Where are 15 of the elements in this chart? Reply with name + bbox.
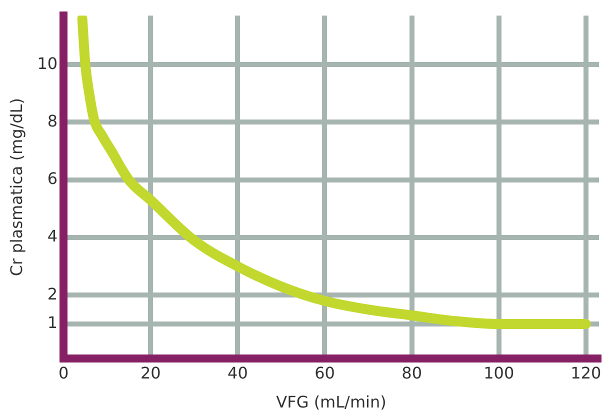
x-tick-label: 60 <box>314 363 335 382</box>
x-tick-label: 80 <box>402 363 422 382</box>
y-tick-label: 10 <box>37 54 58 73</box>
y-tick-label: 8 <box>47 111 58 130</box>
x-tick-label: 120 <box>570 363 602 382</box>
y-tick-label: 2 <box>47 284 58 304</box>
y-tick-label: 4 <box>47 226 58 246</box>
x-tick-label: 40 <box>228 363 248 382</box>
x-tick-label: 20 <box>140 363 161 382</box>
x-tick-label: 100 <box>484 363 514 382</box>
y-tick-label: 1 <box>47 313 58 332</box>
x-tick-label: 0 <box>58 363 69 382</box>
y-axis-title: Cr plasmatica (mg/dL) <box>6 98 26 276</box>
x-axis-title: VFG (mL/min) <box>276 392 386 412</box>
y-tick-label: 6 <box>47 169 58 188</box>
